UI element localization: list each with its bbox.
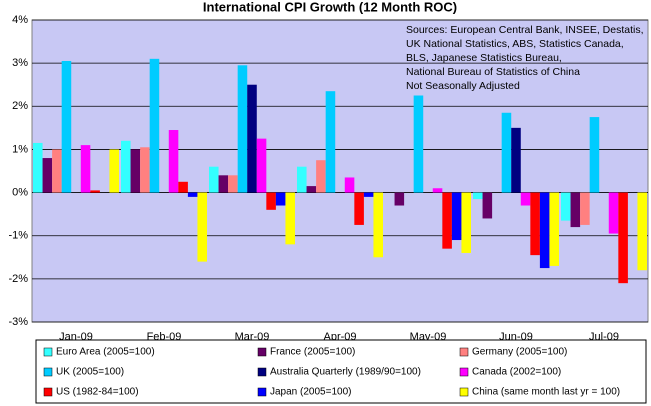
bar (589, 117, 600, 193)
bar (33, 142, 43, 193)
legend-label: Euro Area (2005=100) (56, 347, 155, 358)
legend-label: UK (2005=100) (56, 367, 124, 378)
legend-label: US (1982-84=100) (56, 387, 139, 398)
bar (228, 175, 238, 193)
bar (178, 181, 188, 193)
bar (80, 145, 91, 193)
y-tick-label: -2% (8, 273, 28, 285)
bar (130, 149, 141, 193)
bar (316, 160, 326, 193)
legend-label: Japan (2005=100) (270, 387, 351, 398)
bar (285, 192, 295, 245)
legend-box (35, 339, 647, 404)
legend-swatch (43, 387, 53, 397)
bar (451, 192, 462, 241)
bar (344, 177, 355, 193)
legend-swatch (257, 367, 267, 377)
bar (608, 192, 619, 234)
bar (275, 192, 286, 206)
legend-label: China (same month last yr = 100) (472, 387, 620, 398)
legend-label: Canada (2002=100) (472, 367, 561, 378)
bar (580, 192, 590, 225)
legend-label: Australia Quarterly (1989/90=100) (270, 367, 421, 378)
legend-swatch (459, 347, 469, 357)
legend-swatch (459, 367, 469, 377)
bar (256, 138, 267, 193)
y-tick-label: 1% (12, 143, 28, 155)
bar (197, 192, 207, 262)
bar (90, 190, 100, 193)
bar (530, 192, 540, 256)
bar (61, 60, 72, 193)
bar (363, 192, 374, 197)
bar (42, 158, 53, 193)
bar (218, 175, 229, 193)
bar (373, 192, 383, 258)
y-tick-label: 3% (12, 57, 28, 69)
bar (168, 130, 179, 193)
annotation: Not Seasonally Adjusted (406, 80, 520, 92)
bar (549, 192, 559, 266)
bar (306, 186, 317, 193)
bar (209, 166, 219, 193)
annotation: UK National Statistics, ABS, Statistics … (406, 38, 624, 50)
annotation: National Bureau of Statistics of China (406, 66, 580, 78)
bar (247, 84, 257, 193)
bar (482, 192, 493, 219)
bar (237, 65, 248, 193)
bar (354, 192, 364, 225)
legend-label: France (2005=100) (270, 347, 355, 358)
bar (520, 192, 531, 206)
bar (297, 166, 307, 193)
y-tick-label: -3% (8, 316, 28, 328)
bar (561, 192, 571, 221)
bar (618, 192, 628, 284)
bar (109, 149, 119, 193)
legend-swatch (43, 367, 53, 377)
chart-title: International CPI Growth (12 Month ROC) (203, 0, 457, 14)
bar (461, 192, 471, 253)
bar (501, 112, 512, 193)
legend-swatch (459, 387, 469, 397)
annotation: Sources: European Central Bank, INSEE, D… (406, 24, 644, 36)
bar (325, 91, 336, 193)
bar (539, 192, 550, 269)
bar (266, 192, 276, 210)
bar (511, 127, 521, 193)
annotation: BLS, Japanese Statistics Bureau, (406, 52, 562, 64)
bar (149, 58, 160, 193)
legend-swatch (257, 347, 267, 357)
legend-label: Germany (2005=100) (472, 347, 567, 358)
y-tick-label: -1% (8, 230, 28, 242)
bar (121, 140, 131, 193)
bar (52, 149, 62, 193)
bar (187, 192, 198, 197)
bar (473, 192, 483, 200)
y-tick-label: 2% (12, 100, 28, 112)
bar (432, 188, 443, 193)
bar (413, 95, 424, 193)
bar (394, 192, 405, 206)
bar (570, 192, 581, 228)
bar (140, 147, 150, 193)
legend-swatch (257, 387, 267, 397)
legend-swatch (43, 347, 53, 357)
y-tick-label: 4% (12, 14, 28, 26)
y-tick-label: 0% (12, 186, 28, 198)
bar (637, 192, 647, 271)
bar (442, 192, 452, 249)
